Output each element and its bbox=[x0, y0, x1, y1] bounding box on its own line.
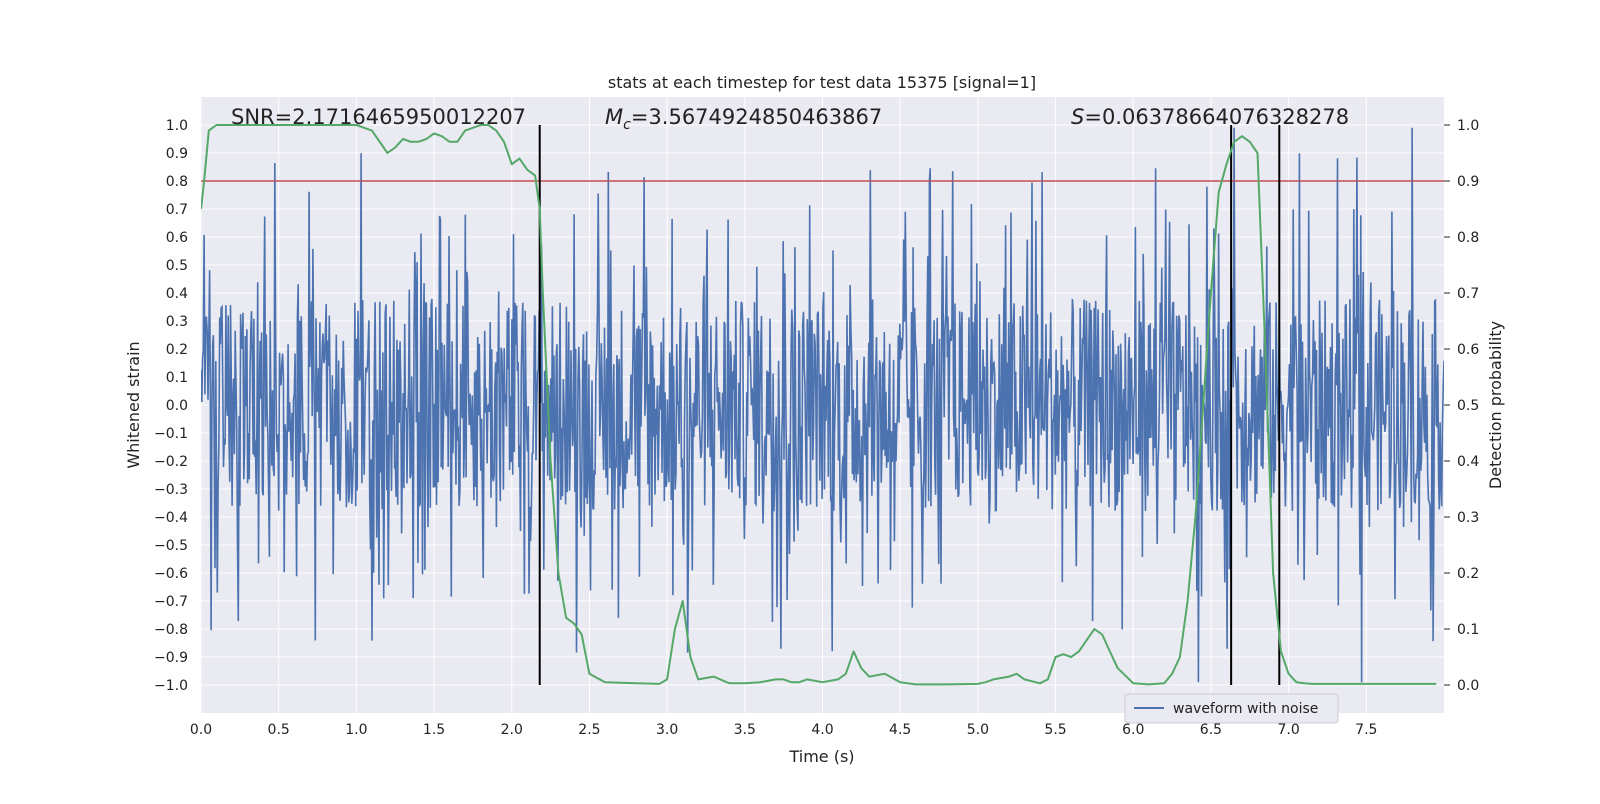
x-tick-label: 0.0 bbox=[190, 722, 212, 738]
y2-tick-label: 0.2 bbox=[1457, 566, 1479, 582]
y-tick-label: −0.7 bbox=[154, 594, 188, 610]
x-tick-label: 7.5 bbox=[1355, 722, 1377, 738]
x-tick-label: 3.0 bbox=[656, 722, 678, 738]
y2-axis-label: Detection probability bbox=[1486, 321, 1505, 489]
x-tick-label: 6.0 bbox=[1122, 722, 1144, 738]
y-tick-label: −0.2 bbox=[154, 454, 188, 470]
x-tick-label: 2.5 bbox=[578, 722, 600, 738]
x-tick-label: 3.5 bbox=[734, 722, 756, 738]
y-tick-label: −0.5 bbox=[154, 538, 188, 554]
s-symbol: S bbox=[1071, 105, 1084, 129]
x-tick-label: 7.0 bbox=[1277, 722, 1299, 738]
y-tick-label: 0.1 bbox=[166, 370, 188, 386]
x-tick-label: 5.5 bbox=[1044, 722, 1066, 738]
x-tick-label: 0.5 bbox=[268, 722, 290, 738]
y-tick-label: −0.1 bbox=[154, 426, 188, 442]
y-tick-label: 0.7 bbox=[166, 202, 188, 218]
legend-label: waveform with noise bbox=[1173, 701, 1318, 717]
x-tick-label: 5.0 bbox=[967, 722, 989, 738]
y2-tick-label: 0.6 bbox=[1457, 342, 1479, 358]
y-tick-label: −0.6 bbox=[154, 566, 188, 582]
x-axis-ticks: 0.0 0.5 1.0 1.5 2.0 2.5 3.0 3.5 4.0 4.5 5.0 5.5 6.0 6… bbox=[190, 722, 1378, 738]
y-axis-label: Whitened strain bbox=[124, 341, 143, 468]
y2-tick-label: 1.0 bbox=[1457, 118, 1479, 134]
y-tick-label: −0.3 bbox=[154, 482, 188, 498]
chirp-mass-subscript: c bbox=[623, 117, 631, 133]
y-tick-label: −1.0 bbox=[154, 678, 188, 694]
x-tick-label: 4.0 bbox=[811, 722, 833, 738]
chirp-mass-symbol: M bbox=[605, 105, 623, 129]
s-annotation: S=0.06378664076328278 bbox=[1071, 105, 1349, 129]
y-tick-label: 0.9 bbox=[166, 146, 188, 162]
y2-axis-ticks: 0.0 0.1 0.2 0.3 0.4 0.5 0.6 0.7 0.8 0.9 1.0 bbox=[1444, 118, 1479, 694]
y-tick-label: −0.9 bbox=[154, 650, 188, 666]
y-tick-label: 0.6 bbox=[166, 230, 188, 246]
y2-tick-label: 0.0 bbox=[1457, 678, 1479, 694]
y2-tick-label: 0.7 bbox=[1457, 286, 1479, 302]
x-axis-label: Time (s) bbox=[788, 747, 854, 766]
y-tick-label: 0.0 bbox=[166, 398, 188, 414]
chirp-mass-value: =3.5674924850463867 bbox=[631, 105, 882, 129]
y2-tick-label: 0.1 bbox=[1457, 622, 1479, 638]
snr-annotation: SNR=2.1716465950012207 bbox=[231, 105, 526, 129]
legend-box bbox=[1124, 693, 1339, 724]
x-tick-label: 4.5 bbox=[889, 722, 911, 738]
y-tick-label: 1.0 bbox=[166, 118, 188, 134]
x-tick-label: 2.0 bbox=[501, 722, 523, 738]
y-tick-label: 0.5 bbox=[166, 258, 188, 274]
y-tick-label: −0.4 bbox=[154, 510, 188, 526]
x-tick-label: 6.5 bbox=[1200, 722, 1222, 738]
probability-line bbox=[201, 124, 1437, 686]
y2-tick-label: 0.3 bbox=[1457, 510, 1479, 526]
y-axis-ticks: −1.0 −0.9 −0.8 −0.7 −0.6 −0.5 −0.4 −0.3 −0.2 −0.1… bbox=[154, 118, 188, 694]
y-tick-label: −0.8 bbox=[154, 622, 188, 638]
y-tick-label: 0.2 bbox=[166, 342, 188, 358]
s-value: =0.06378664076328278 bbox=[1084, 105, 1349, 129]
waveform-line bbox=[201, 127, 1444, 683]
probability-series bbox=[201, 124, 1437, 686]
y-tick-label: 0.8 bbox=[166, 174, 188, 190]
y2-tick-label: 0.8 bbox=[1457, 230, 1479, 246]
x-tick-label: 1.5 bbox=[423, 722, 445, 738]
chart-title: stats at each timestep for test data 153… bbox=[608, 73, 1036, 92]
y-tick-label: 0.4 bbox=[166, 286, 188, 302]
y2-tick-label: 0.5 bbox=[1457, 398, 1479, 414]
y-tick-label: 0.3 bbox=[166, 314, 188, 330]
y2-tick-label: 0.4 bbox=[1457, 454, 1479, 470]
chirp-mass-annotation: Mc=3.5674924850463867 bbox=[605, 105, 882, 133]
legend: waveform with noise bbox=[1124, 693, 1339, 724]
waveform-series bbox=[201, 127, 1444, 683]
x-tick-label: 1.0 bbox=[345, 722, 367, 738]
y2-tick-label: 0.9 bbox=[1457, 174, 1479, 190]
